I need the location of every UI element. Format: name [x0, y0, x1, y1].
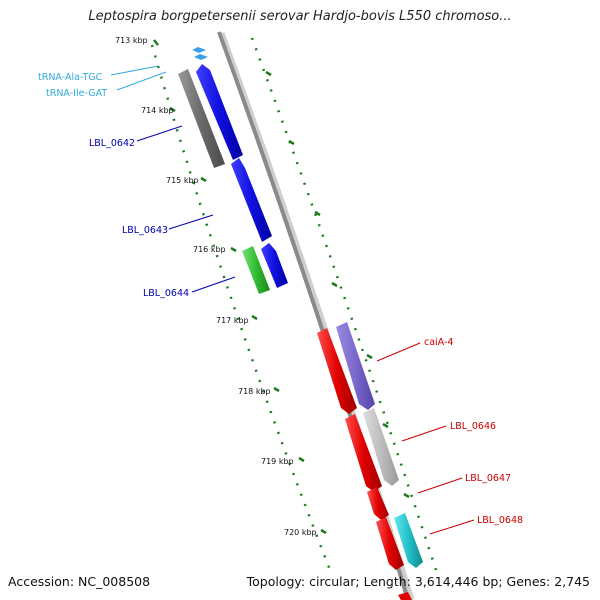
- tick-label-714: 714 kbp: [141, 106, 174, 115]
- red-gene-1-feature[interactable]: [317, 328, 357, 414]
- lbl-0642-feature[interactable]: [196, 64, 243, 160]
- label-caia-4: caiA-4: [424, 337, 453, 348]
- gray-gene-feature[interactable]: [178, 69, 225, 168]
- tick-label-715: 715 kbp: [166, 176, 199, 185]
- tick-label-717: 717 kbp: [216, 316, 249, 325]
- trna-ala-feature[interactable]: [192, 47, 206, 53]
- topology-text: Topology: circular; Length: 3,614,446 bp…: [246, 574, 590, 589]
- caia-4-feature[interactable]: [336, 322, 375, 410]
- label-trna-ile: tRNA-Ile-GAT: [46, 88, 107, 99]
- lbl-0644-feature[interactable]: [261, 243, 288, 288]
- red-gene-4-feature[interactable]: [376, 517, 404, 570]
- tick-label-720: 720 kbp: [284, 528, 317, 537]
- label-trna-ala: tRNA-Ala-TGC: [38, 72, 103, 83]
- tick-label-716: 716 kbp: [193, 245, 226, 254]
- tick-label-719: 719 kbp: [261, 457, 294, 466]
- tick-trail-left: [150, 44, 332, 571]
- label-lbl-0644: LBL_0644: [143, 288, 189, 299]
- red-gene-3-feature[interactable]: [367, 487, 389, 520]
- red-gene-5-feature[interactable]: [398, 592, 412, 600]
- label-leaders: [110, 65, 475, 535]
- label-lbl-0646: LBL_0646: [450, 421, 496, 432]
- map-title: Leptospira borgpetersenii serovar Hardjo…: [88, 9, 512, 24]
- lbl-0646-feature[interactable]: [363, 408, 399, 486]
- label-lbl-0642: LBL_0642: [89, 138, 135, 149]
- label-lbl-0647: LBL_0647: [465, 473, 511, 484]
- tick-label-713: 713 kbp: [115, 36, 148, 45]
- label-lbl-0648: LBL_0648: [477, 515, 523, 526]
- green-gene-feature[interactable]: [242, 246, 270, 294]
- accession-text: Accession: NC_008508: [8, 574, 151, 589]
- tick-marks: [153, 39, 410, 535]
- tick-trail-right: [250, 37, 438, 571]
- red-gene-2-feature[interactable]: [345, 414, 382, 492]
- tick-label-718: 718 kbp: [238, 387, 271, 396]
- trna-ile-feature[interactable]: [194, 54, 208, 60]
- label-lbl-0643: LBL_0643: [122, 225, 168, 236]
- lbl-0648-feature[interactable]: [394, 513, 423, 568]
- lbl-0643-feature[interactable]: [231, 158, 272, 242]
